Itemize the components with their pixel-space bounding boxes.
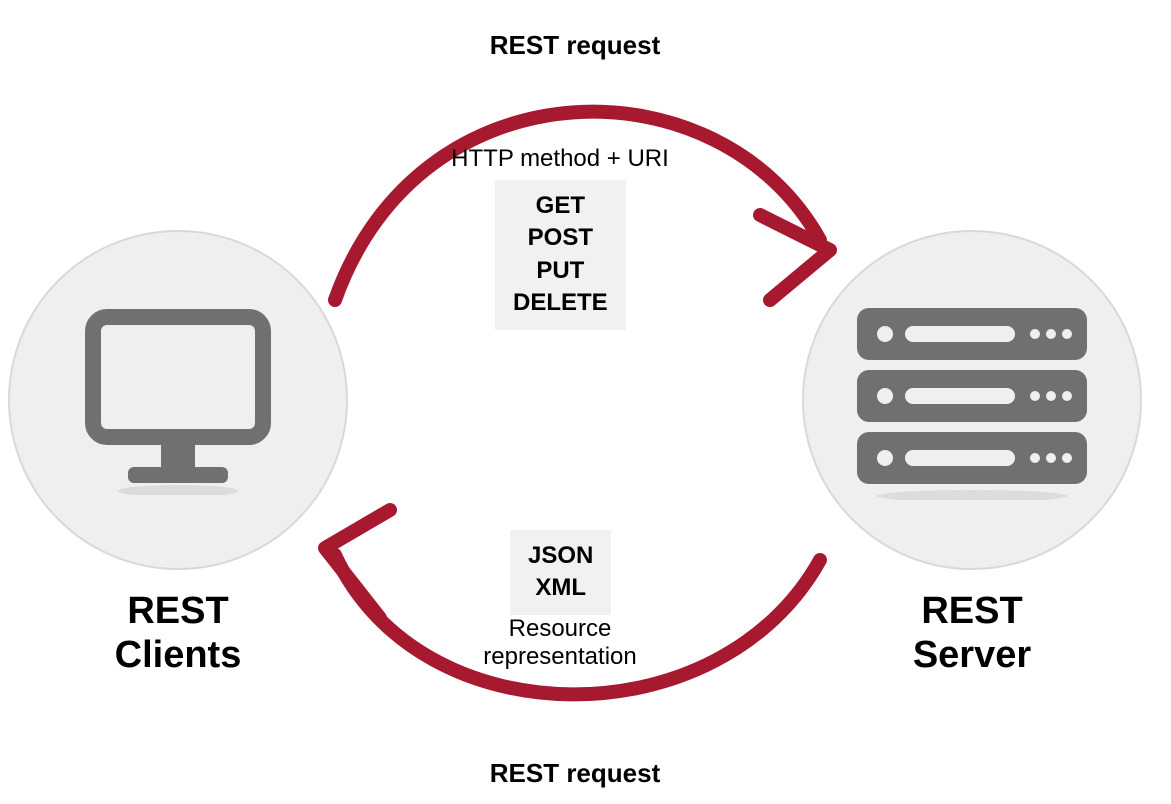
server-node	[802, 230, 1142, 570]
top-arrowhead	[760, 215, 830, 300]
monitor-icon	[78, 305, 278, 495]
response-formats-box: JSONXML	[510, 530, 611, 615]
client-label: REST Clients	[58, 590, 298, 677]
http-methods-box: GETPOSTPUTDELETE	[495, 180, 626, 330]
bottom-arrow-subtitle: Resource representation	[410, 615, 710, 671]
bottom-arrow-label: REST request	[425, 758, 725, 789]
client-node	[8, 230, 348, 570]
http-method-item: PUT	[513, 255, 608, 287]
http-method-item: GET	[513, 190, 608, 222]
server-label: REST Server	[852, 590, 1092, 677]
response-format-item: JSON	[528, 540, 593, 572]
bottom-arrowhead	[325, 510, 390, 618]
response-format-item: XML	[528, 572, 593, 604]
top-arrow-subtitle: HTTP method + URI	[410, 145, 710, 173]
http-method-item: POST	[513, 222, 608, 254]
top-arrow-label: REST request	[425, 30, 725, 61]
server-icon	[847, 300, 1097, 500]
http-method-item: DELETE	[513, 287, 608, 319]
